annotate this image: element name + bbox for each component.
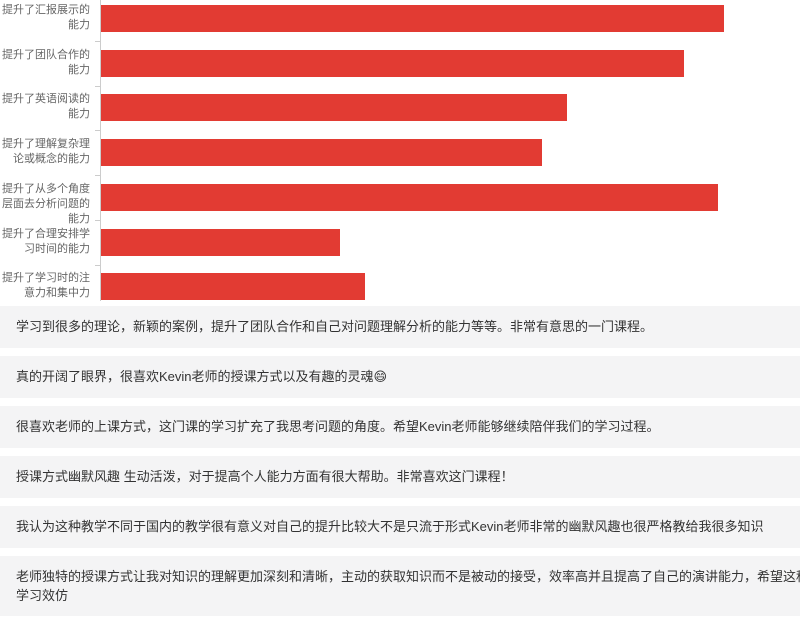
bar xyxy=(101,94,567,122)
comment-row: 授课方式幽默风趣 生动活泼，对于提高个人能力方面有很大帮助。非常喜欢这门课程！ xyxy=(0,456,800,498)
comment-text: 我认为这种教学不同于国内的教学很有意义对自己的提升比较大不是只流于形式Kevin… xyxy=(16,519,764,534)
comment-text-line2: 学习效仿 xyxy=(16,588,69,603)
comment-row: 真的开阔了眼界，很喜欢Kevin老师的授课方式以及有趣的灵魂😄 xyxy=(0,356,800,398)
ability-improvement-bar-chart: 提升了汇报展示的能力 提升了团队合作的能力 提升了英语阅读的能力 提升了理解复杂理论或… xyxy=(0,0,800,301)
axis-tick xyxy=(95,219,100,221)
comment-row: 我认为这种教学不同于国内的教学很有意义对自己的提升比较大不是只流于形式Kevin… xyxy=(0,506,800,548)
category-label: 提升了从多个角度层面去分析问题的能力 xyxy=(2,182,90,225)
category-label: 提升了团队合作的能力 xyxy=(2,48,90,76)
bar xyxy=(101,273,365,301)
bar xyxy=(101,228,340,256)
comments-list: 学习到很多的理论，新颖的案例，提升了团队合作和自己对问题理解分析的能力等等。非常… xyxy=(0,306,800,624)
bar xyxy=(101,139,542,167)
comment-row: 很喜欢老师的上课方式，这门课的学习扩充了我思考问题的角度。希望Kevin老师能够… xyxy=(0,406,800,448)
comment-text: 很喜欢老师的上课方式，这门课的学习扩充了我思考问题的角度。希望Kevin老师能够… xyxy=(16,419,660,434)
comment-text: 学习到很多的理论，新颖的案例，提升了团队合作和自己对问题理解分析的能力等等。非常… xyxy=(16,319,654,334)
axis-tick xyxy=(95,85,100,87)
bar xyxy=(101,5,724,32)
comment-text: 授课方式幽默风趣 生动活泼，对于提高个人能力方面有很大帮助。非常喜欢这门课程！ xyxy=(16,469,514,484)
category-label: 提升了理解复杂理论或概念的能力 xyxy=(2,138,90,166)
comment-text: 真的开阔了眼界，很喜欢Kevin老师的授课方式以及有趣的灵魂😄 xyxy=(16,369,388,384)
category-label: 提升了合理安排学习时间的能力 xyxy=(2,227,90,255)
comment-row: 学习到很多的理论，新颖的案例，提升了团队合作和自己对问题理解分析的能力等等。非常… xyxy=(0,306,800,348)
axis-tick xyxy=(95,175,100,177)
comment-text-line1: 老师独特的授课方式让我对知识的理解更加深刻和清晰，主动的获取知识而不是被动的接受… xyxy=(16,569,800,584)
bar xyxy=(101,49,684,77)
axis-tick xyxy=(95,264,100,266)
category-label: 提升了汇报展示的能力 xyxy=(2,4,90,31)
bar xyxy=(101,183,718,211)
comment-row: 老师独特的授课方式让我对知识的理解更加深刻和清晰，主动的获取知识而不是被动的接受… xyxy=(0,556,800,616)
axis-tick xyxy=(95,130,100,132)
category-label: 提升了学习时的注意力和集中力 xyxy=(2,272,90,300)
category-label: 提升了英语阅读的能力 xyxy=(2,93,90,121)
category-axis-line xyxy=(100,0,101,301)
axis-tick xyxy=(95,41,100,42)
